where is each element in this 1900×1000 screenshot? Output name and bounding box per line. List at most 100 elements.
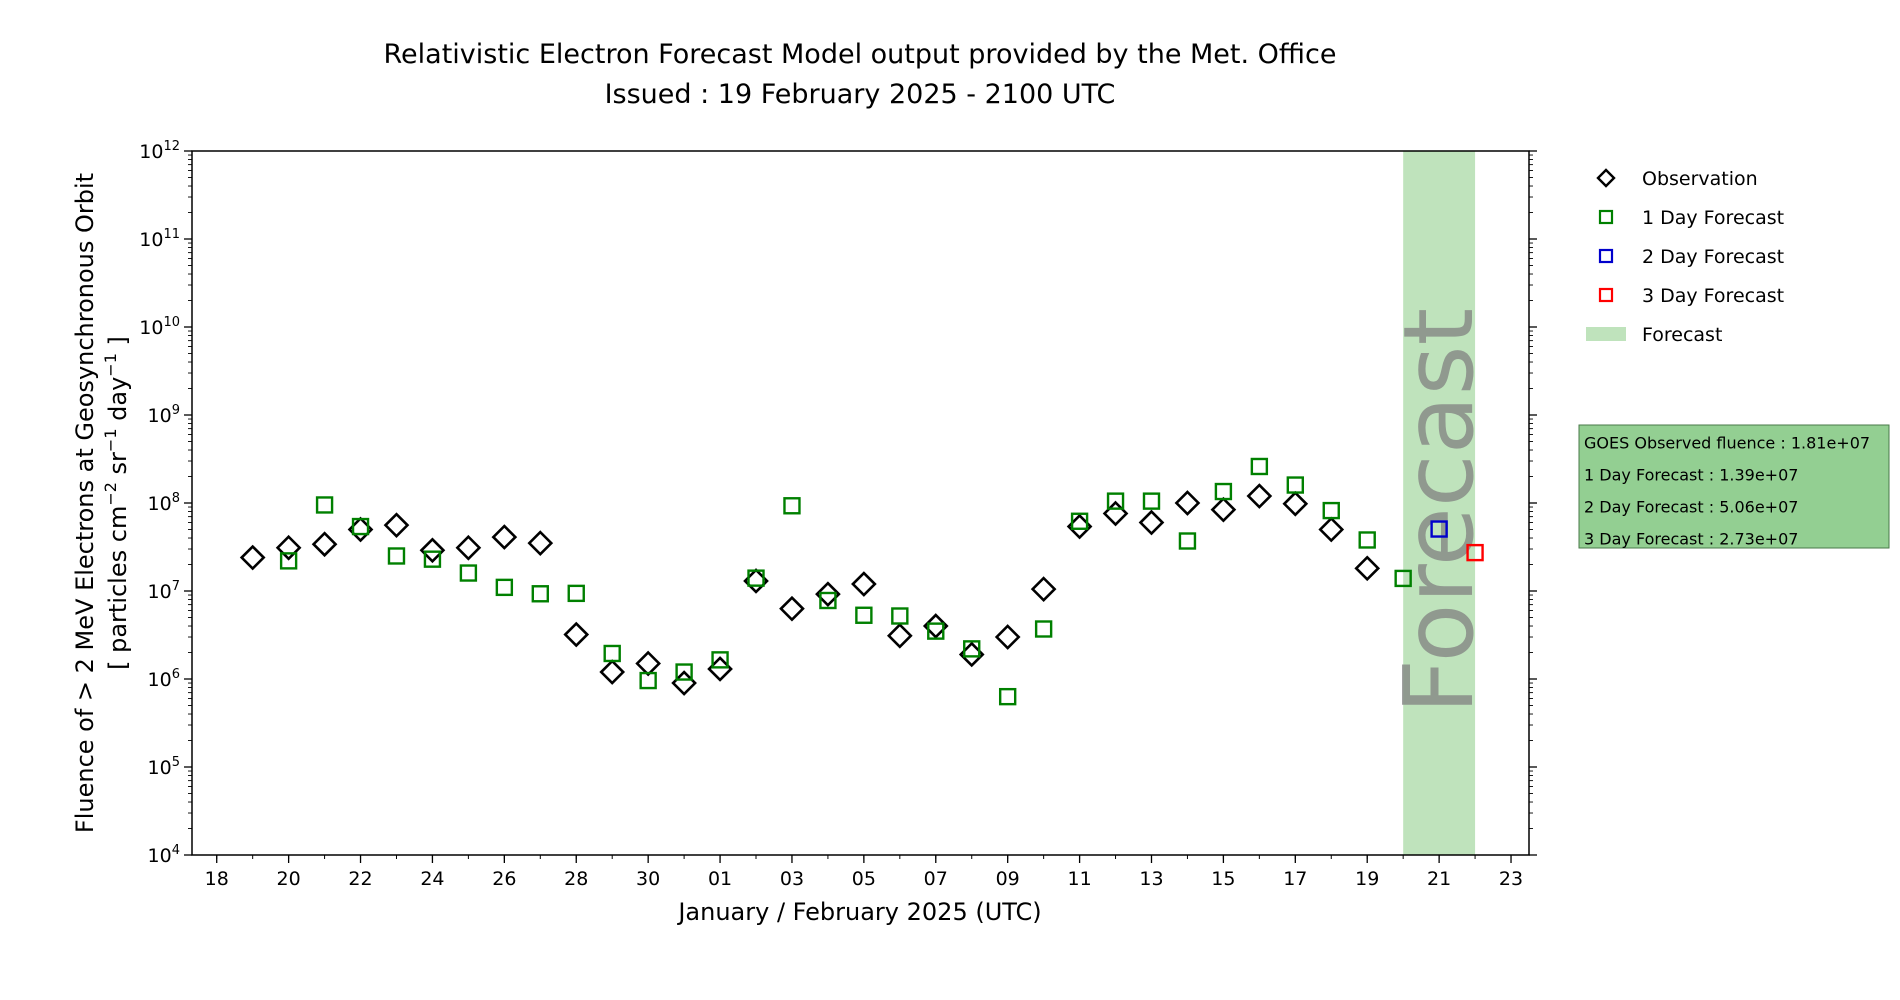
forecast-point: [1214, 482, 1233, 501]
forecast-point: [1430, 520, 1448, 538]
x-tick-label: 24: [420, 868, 444, 890]
observation-point: [527, 530, 554, 556]
forecast-point: [1466, 543, 1484, 562]
y-tick-label: 106: [148, 667, 180, 691]
forecast-point: [603, 644, 621, 663]
observation-point: [599, 659, 626, 685]
forecast-point: [998, 687, 1017, 706]
x-tick-label: 18: [205, 868, 229, 890]
chart-title-group: Relativistic Electron Forecast Model out…: [384, 39, 1337, 110]
data-points-layer: [239, 457, 1484, 706]
forecast-point: [423, 550, 442, 568]
forecast-region: [1403, 151, 1476, 855]
observation-point: [779, 595, 805, 622]
forecast-point: [279, 552, 298, 570]
observation-point: [1030, 576, 1057, 602]
observation-point: [851, 571, 877, 597]
forecast-band-layer: Forecast: [1383, 151, 1495, 855]
forecast-point: [495, 578, 514, 597]
forecast-point: [1034, 620, 1053, 638]
y-tick-label: 1010: [139, 315, 180, 339]
series-3-day-forecast: [1466, 543, 1484, 562]
forecast-point: [711, 651, 729, 669]
x-tick-label: 30: [636, 868, 660, 890]
x-tick-label: 15: [1211, 868, 1235, 890]
series-1-day-forecast: [279, 457, 1412, 706]
x-tick-label: 23: [1499, 868, 1523, 890]
observation-point: [922, 613, 949, 639]
x-tick-label: 05: [852, 868, 876, 890]
observation-point: [1246, 483, 1273, 509]
x-tick-label: 20: [277, 868, 301, 890]
forecast-point: [351, 517, 370, 536]
legend-swatch: [1598, 209, 1614, 225]
stats-box-background: [1578, 424, 1890, 549]
y-tick-label: 105: [148, 755, 180, 779]
y-tick-labels: 104 105 106 107 108 109 1010 1011 1012: [139, 139, 180, 867]
observation-point: [1282, 490, 1309, 517]
observation-point: [311, 531, 338, 558]
observation-point: [635, 650, 661, 677]
forecast-point: [675, 663, 693, 681]
observation-point: [886, 622, 913, 649]
x-tick-labels: 18 20 22 24 26 28 30 01 03 05 07 09 11 13 15 17 19 21 23: [205, 868, 1523, 890]
forecast-point: [747, 569, 765, 587]
legend-swatch-observation: [1596, 168, 1616, 188]
forecast-point: [1286, 476, 1305, 494]
y-tick-label: 109: [148, 403, 180, 427]
observation-point: [1318, 516, 1345, 543]
y-tick-label: 104: [148, 843, 180, 867]
legend-swatch-forecast-region: [1586, 327, 1626, 341]
x-tick-label: 22: [348, 868, 372, 890]
y-tick-label: 107: [148, 579, 180, 603]
forecast-point: [819, 591, 837, 610]
forecast-point: [1070, 512, 1089, 530]
forecast-point: [1142, 492, 1161, 510]
x-tick-label: 01: [708, 868, 732, 890]
x-tick-label: 19: [1355, 868, 1379, 890]
legend-label: 1 Day Forecast: [1642, 207, 1784, 229]
y-tick-label: 108: [148, 491, 180, 515]
legend-label: Observation: [1642, 168, 1758, 190]
forecast-point: [963, 640, 981, 658]
observation-point: [419, 537, 446, 564]
observation-point: [1174, 490, 1201, 516]
observation-point: [275, 534, 302, 561]
forecast-point: [1106, 492, 1125, 510]
x-tick-label: 13: [1139, 868, 1163, 890]
x-axis-label: January / February 2025 (UTC): [676, 898, 1041, 926]
plot-frame: [191, 150, 1530, 856]
forecast-point: [639, 671, 657, 690]
y-axis-label-line2: [ particles cm−2 sr−1 day−1 ]: [101, 336, 132, 670]
observation-point: [994, 624, 1021, 650]
forecast-point: [1394, 569, 1412, 588]
forecast-point: [1178, 532, 1197, 550]
stats-line-1-day: 1 Day Forecast : 1.39e+07: [1584, 466, 1798, 485]
forecast-point: [783, 497, 801, 515]
y-tick-label: 1011: [139, 227, 180, 251]
x-tick-label: 03: [780, 868, 804, 890]
legend-label: 2 Day Forecast: [1642, 246, 1784, 268]
observation-point: [1354, 555, 1381, 582]
x-tick-label: 07: [924, 868, 948, 890]
x-tick-label: 26: [492, 868, 516, 890]
legend-label: 3 Day Forecast: [1642, 285, 1784, 307]
observation-point: [563, 621, 590, 648]
observation-point: [455, 534, 482, 561]
observation-point: [1210, 496, 1237, 523]
forecast-point: [567, 584, 585, 603]
forecast-point: [891, 607, 909, 625]
forecast-point: [387, 547, 406, 565]
observation-point: [1138, 509, 1165, 536]
observation-point: [815, 581, 841, 608]
legend-swatch: [1598, 248, 1614, 264]
series-2-day-forecast: [1430, 520, 1448, 538]
x-tick-label: 28: [564, 868, 588, 890]
x-tick-label: 17: [1283, 868, 1307, 890]
forecast-point: [927, 622, 945, 640]
observation-point: [383, 512, 410, 538]
stats-line-3-day: 3 Day Forecast : 2.73e+07: [1584, 530, 1798, 549]
forecast-point: [1322, 501, 1340, 520]
forecast-point: [855, 606, 873, 624]
